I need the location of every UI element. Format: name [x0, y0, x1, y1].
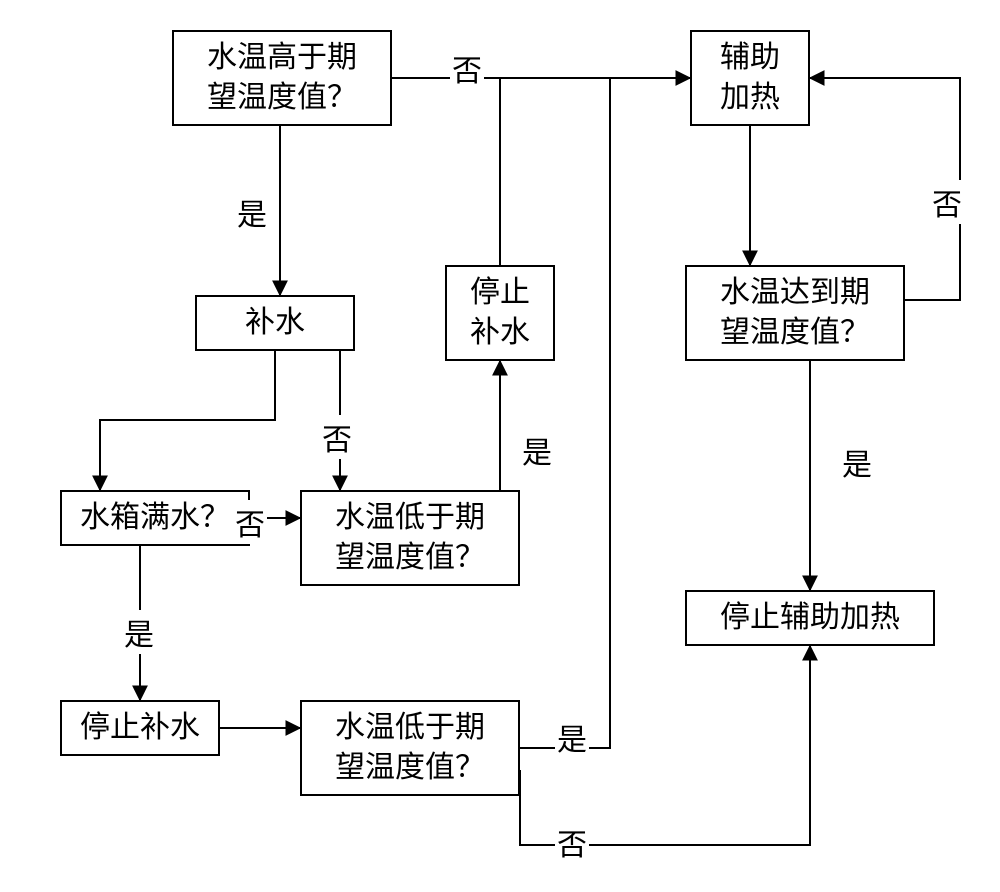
node-q_temp_reach: 水温达到期 望温度值？ — [685, 265, 905, 361]
edge-label-l5: 是 — [122, 610, 156, 654]
edge-label-l2: 是 — [235, 190, 269, 234]
edge — [520, 78, 610, 748]
edge-label-l6: 是 — [520, 428, 554, 472]
edge-label-l4: 否 — [233, 500, 267, 544]
edge-label-l3: 否 — [320, 415, 354, 459]
edge-label-l8: 否 — [555, 820, 589, 864]
node-stop_add_1: 停止 补水 — [445, 265, 555, 361]
node-aux_heat: 辅助 加热 — [690, 30, 810, 126]
node-q_temp_high: 水温高于期 望温度值？ — [172, 30, 392, 126]
node-q_tank_full: 水箱满水？ — [60, 490, 250, 546]
edge-label-l7: 是 — [555, 715, 589, 759]
node-stop_add_2: 停止补水 — [60, 700, 220, 756]
node-add_water: 补水 — [195, 295, 355, 351]
node-q_temp_low_2: 水温低于期 望温度值？ — [300, 700, 520, 796]
edge — [100, 351, 275, 490]
node-stop_aux_heat: 停止辅助加热 — [685, 590, 935, 646]
edge-label-l10: 否 — [930, 180, 964, 224]
node-q_temp_low_1: 水温低于期 望温度值？ — [300, 490, 520, 586]
edge-label-l9: 是 — [840, 440, 874, 484]
edge-label-l1: 否 — [450, 46, 484, 90]
flowchart-canvas: 水温高于期 望温度值？ 辅助 加热补水 停止 补水 水温达到期 望温度值？ 水箱满水？ 水… — [0, 0, 1000, 892]
